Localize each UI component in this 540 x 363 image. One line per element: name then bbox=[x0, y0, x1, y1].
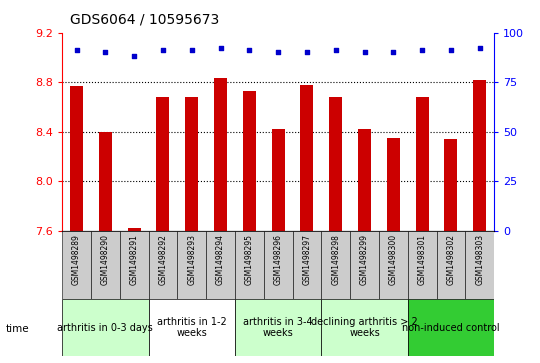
Bar bbox=[148, 299, 235, 356]
Bar bbox=[62, 299, 149, 356]
Text: GSM1498302: GSM1498302 bbox=[447, 234, 455, 285]
Text: arthritis in 0-3 days: arthritis in 0-3 days bbox=[57, 323, 153, 333]
Bar bbox=[264, 231, 293, 299]
Bar bbox=[91, 231, 120, 299]
Bar bbox=[473, 79, 486, 231]
Text: declining arthritis > 2
weeks: declining arthritis > 2 weeks bbox=[311, 317, 418, 338]
Bar bbox=[206, 231, 235, 299]
Bar bbox=[408, 299, 494, 356]
Bar bbox=[387, 138, 400, 231]
Point bbox=[418, 48, 427, 53]
Bar bbox=[120, 231, 148, 299]
Point bbox=[475, 46, 484, 52]
Point bbox=[159, 48, 167, 53]
Point bbox=[187, 48, 196, 53]
Text: GSM1498292: GSM1498292 bbox=[158, 234, 167, 285]
Bar bbox=[235, 299, 321, 356]
Text: GSM1498293: GSM1498293 bbox=[187, 234, 196, 285]
Text: GSM1498300: GSM1498300 bbox=[389, 234, 398, 285]
Bar bbox=[436, 231, 465, 299]
Bar bbox=[127, 228, 140, 231]
Bar bbox=[70, 86, 83, 231]
Text: GSM1498303: GSM1498303 bbox=[475, 234, 484, 285]
Bar bbox=[408, 231, 436, 299]
Point bbox=[332, 48, 340, 53]
Bar bbox=[177, 231, 206, 299]
Bar bbox=[321, 299, 408, 356]
Bar bbox=[444, 139, 457, 231]
Bar bbox=[379, 231, 408, 299]
Text: arthritis in 1-2
weeks: arthritis in 1-2 weeks bbox=[157, 317, 227, 338]
Bar bbox=[148, 231, 177, 299]
Text: GSM1498295: GSM1498295 bbox=[245, 234, 254, 285]
Bar bbox=[243, 91, 256, 231]
Text: GSM1498301: GSM1498301 bbox=[417, 234, 427, 285]
Bar bbox=[62, 231, 91, 299]
Point bbox=[447, 48, 455, 53]
Point bbox=[130, 53, 138, 59]
Point bbox=[389, 50, 397, 56]
Point bbox=[72, 48, 81, 53]
Point bbox=[274, 50, 282, 56]
Point bbox=[101, 50, 110, 56]
Bar bbox=[157, 97, 170, 231]
Text: GSM1498299: GSM1498299 bbox=[360, 234, 369, 285]
Text: GSM1498290: GSM1498290 bbox=[101, 234, 110, 285]
Bar bbox=[185, 97, 198, 231]
Text: GSM1498289: GSM1498289 bbox=[72, 234, 81, 285]
Bar bbox=[272, 129, 285, 231]
Point bbox=[216, 46, 225, 52]
Bar bbox=[321, 231, 350, 299]
Bar bbox=[214, 78, 227, 231]
Bar bbox=[235, 231, 264, 299]
Text: GSM1498297: GSM1498297 bbox=[302, 234, 312, 285]
Text: GSM1498296: GSM1498296 bbox=[274, 234, 282, 285]
Text: arthritis in 3-4
weeks: arthritis in 3-4 weeks bbox=[244, 317, 313, 338]
Bar bbox=[293, 231, 321, 299]
Bar bbox=[99, 131, 112, 231]
Text: GSM1498294: GSM1498294 bbox=[216, 234, 225, 285]
Text: time: time bbox=[5, 323, 29, 334]
Text: non-induced control: non-induced control bbox=[402, 323, 500, 333]
Text: GSM1498291: GSM1498291 bbox=[130, 234, 139, 285]
Bar bbox=[329, 97, 342, 231]
Text: GDS6064 / 10595673: GDS6064 / 10595673 bbox=[70, 13, 219, 27]
Point bbox=[360, 50, 369, 56]
Bar bbox=[465, 231, 494, 299]
Bar bbox=[350, 231, 379, 299]
Point bbox=[302, 50, 311, 56]
Bar bbox=[300, 85, 313, 231]
Point bbox=[245, 48, 254, 53]
Bar bbox=[416, 97, 429, 231]
Text: GSM1498298: GSM1498298 bbox=[331, 234, 340, 285]
Bar bbox=[358, 129, 371, 231]
